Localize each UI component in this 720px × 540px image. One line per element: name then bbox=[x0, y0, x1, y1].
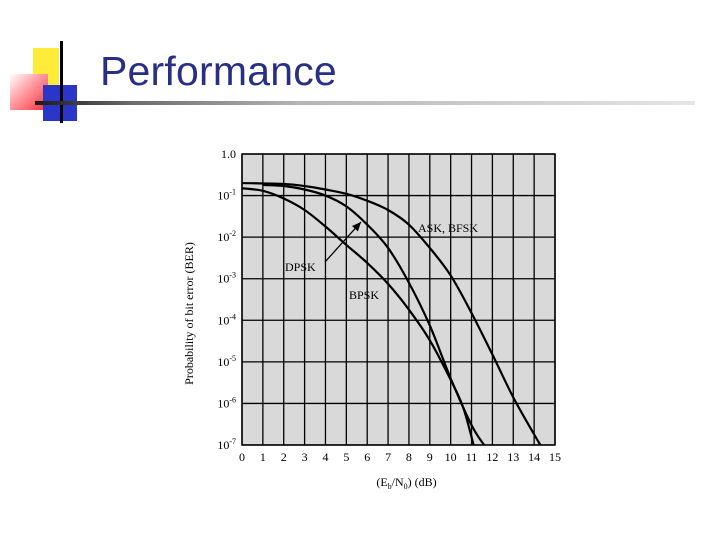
y-axis-label: Probability of bit error (BER) bbox=[182, 242, 196, 385]
x-tick-label: 14 bbox=[528, 450, 540, 464]
title-underline-rule bbox=[35, 101, 695, 105]
annotation-dpsk: DPSK bbox=[285, 260, 316, 274]
y-tick-labels: 1.0 10-1 10-2 10-3 10-4 10-5 10-6 10-7 bbox=[217, 147, 236, 452]
series-group bbox=[241, 181, 542, 446]
y-tick-label: 10-5 bbox=[217, 354, 236, 369]
annotations-group: ASK, BFSK DPSK BPSK bbox=[285, 221, 478, 302]
y-tick-label: 10-1 bbox=[217, 188, 236, 203]
series-line-bpsk bbox=[241, 187, 475, 446]
x-tick-label: 8 bbox=[406, 450, 412, 464]
x-tick-label: 12 bbox=[486, 450, 498, 464]
y-tick-label: 10-7 bbox=[217, 437, 236, 452]
x-axis-label-sub2: 0 bbox=[404, 482, 408, 491]
annotation-arrowhead bbox=[352, 222, 361, 232]
x-tick-label: 15 bbox=[549, 450, 561, 464]
annotation-ask-bfsk: ASK, BFSK bbox=[418, 221, 478, 235]
x-tick-label: 10 bbox=[445, 450, 457, 464]
x-axis-label-mid: /N bbox=[392, 475, 404, 489]
x-tick-label: 4 bbox=[322, 450, 328, 464]
x-tick-label: 6 bbox=[364, 450, 370, 464]
x-tick-label: 1 bbox=[260, 450, 266, 464]
x-tick-label: 0 bbox=[239, 450, 245, 464]
y-tick-label: 10-6 bbox=[217, 395, 236, 410]
y-tick-label: 10-2 bbox=[217, 229, 236, 244]
x-tick-label: 2 bbox=[281, 450, 287, 464]
x-axis-label-open: (E bbox=[376, 475, 387, 489]
x-tick-label: 7 bbox=[385, 450, 391, 464]
series-line-ask-bfsk bbox=[241, 181, 542, 446]
y-tick-label: 10-4 bbox=[217, 312, 236, 327]
plot-frame bbox=[241, 153, 556, 446]
x-tick-label: 11 bbox=[466, 450, 478, 464]
slide-title: Performance bbox=[100, 48, 337, 94]
y-tick-label: 10-3 bbox=[217, 271, 236, 286]
x-axis-label-close: ) (dB) bbox=[408, 475, 437, 489]
plot-area bbox=[242, 154, 555, 445]
y-tick-label: 1.0 bbox=[221, 147, 236, 161]
x-tick-label: 13 bbox=[507, 450, 519, 464]
x-tick-label: 9 bbox=[427, 450, 433, 464]
x-tick-labels: 0 1 2 3 4 5 6 7 8 9 10 11 12 13 14 15 bbox=[239, 450, 561, 464]
x-tick-label: 5 bbox=[343, 450, 349, 464]
x-tick-label: 3 bbox=[302, 450, 308, 464]
x-axis-label: (Eb/N0) (dB) bbox=[376, 475, 436, 491]
x-axis-label-sub1: b bbox=[388, 482, 392, 491]
annotation-bpsk: BPSK bbox=[349, 288, 379, 302]
decor-vertical-rule bbox=[60, 41, 63, 123]
